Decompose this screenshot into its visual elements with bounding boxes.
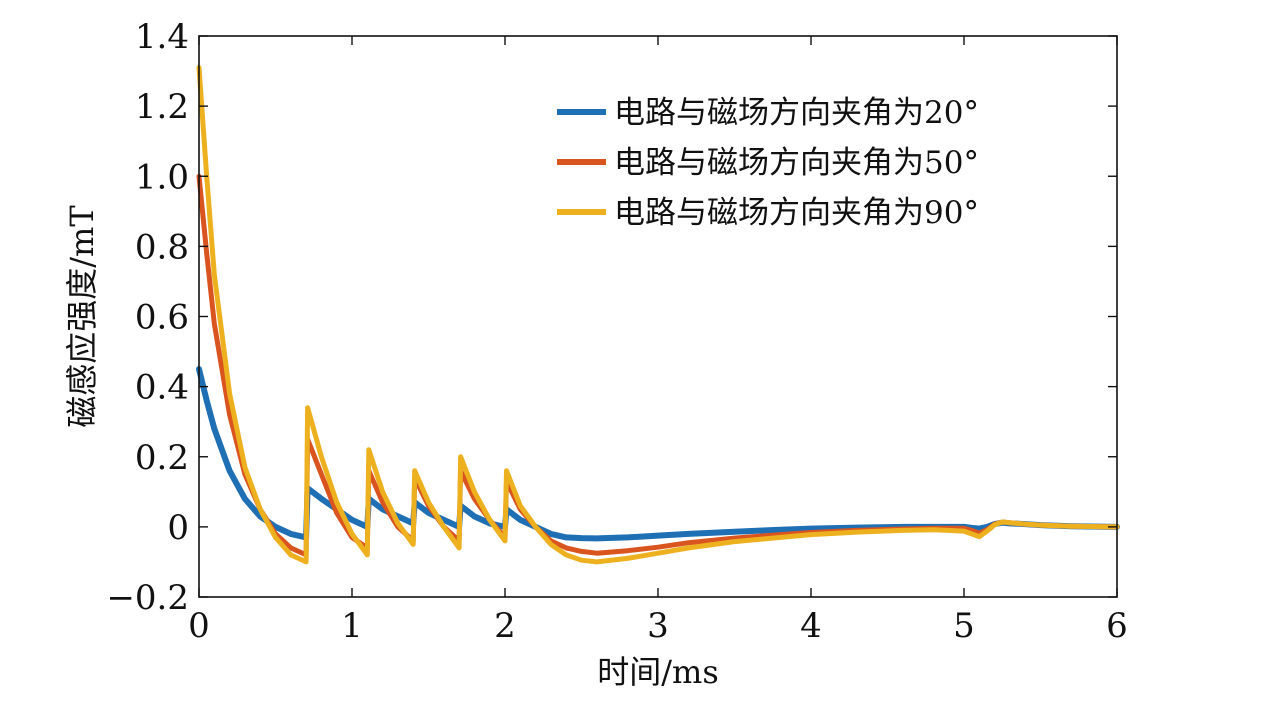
- x-tick-label: 4: [800, 606, 822, 646]
- legend: 电路与磁场方向夹角为20° 电路与磁场方向夹角为50° 电路与磁场方向夹角为90°: [557, 95, 979, 231]
- legend-label-3: 电路与磁场方向夹角为90°: [614, 195, 979, 231]
- x-tick-label: 6: [1106, 606, 1128, 646]
- legend-label-1: 电路与磁场方向夹角为20°: [614, 95, 979, 131]
- ticks-layer: 0 1 2 3 4 5 6−0.200.20.40.60.81.01.21.4: [106, 17, 1127, 646]
- legend-label-2: 电路与磁场方向夹角为50°: [614, 145, 979, 181]
- y-tick-label: 0.2: [135, 438, 189, 478]
- series-line-3: [196, 65, 1120, 565]
- y-tick-label: 0.8: [135, 227, 189, 267]
- x-tick-label: 5: [953, 606, 975, 646]
- x-tick-label: 0: [188, 606, 210, 646]
- y-tick-label: 1.4: [135, 17, 189, 57]
- series-layer: [196, 65, 1120, 565]
- y-tick-label: 0.4: [135, 368, 189, 408]
- y-tick-label: 1.2: [135, 87, 189, 127]
- y-tick-label: −0.2: [106, 578, 189, 618]
- x-axis-title: 时间/ms: [597, 653, 719, 691]
- y-tick-label: 0: [167, 508, 189, 548]
- x-tick-label: 1: [341, 606, 363, 646]
- y-axis-title: 磁感应强度/mT: [63, 205, 101, 428]
- x-tick-label: 2: [494, 606, 516, 646]
- y-tick-label: 0.6: [135, 298, 189, 338]
- x-tick-label: 3: [647, 606, 669, 646]
- y-tick-label: 1.0: [135, 157, 189, 197]
